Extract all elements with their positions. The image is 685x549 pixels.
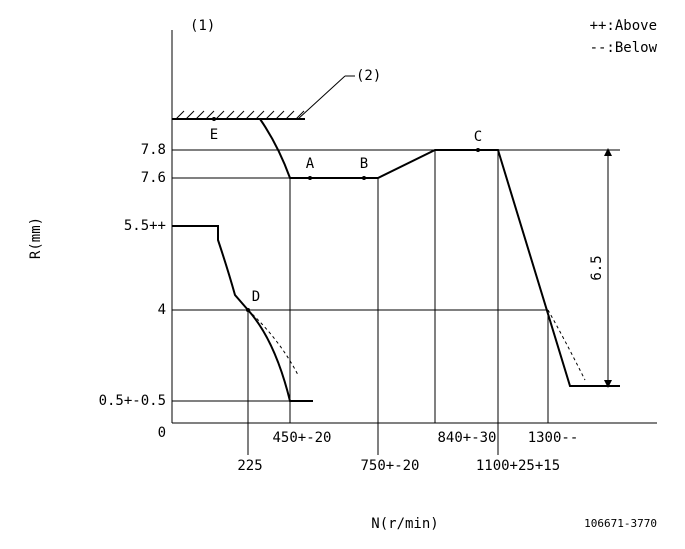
dimension-label: 6.5: [589, 255, 605, 280]
y-label: 5.5++: [124, 218, 166, 234]
x-label: 450+-20: [272, 430, 331, 446]
x-label: 750+-20: [360, 458, 419, 474]
point-label: C: [474, 129, 482, 145]
y-label: 7.8: [141, 142, 166, 158]
x-label: 1100+25+15: [476, 458, 560, 474]
y-label: 4: [158, 302, 166, 318]
y-label: 7.6: [141, 170, 166, 186]
y-axis-title: R(mm): [28, 217, 44, 259]
point-label: D: [252, 289, 260, 305]
point-label: E: [210, 127, 218, 143]
x-label: 840+-30: [437, 430, 496, 446]
x-axis-title: N(r/min): [371, 516, 438, 532]
x-label: 1300--: [528, 430, 579, 446]
point-label: A: [306, 156, 315, 172]
code: 106671-3770: [584, 517, 657, 530]
y-label: 0: [158, 425, 166, 441]
curves: [172, 117, 620, 402]
x-label: 225: [237, 458, 262, 474]
point-label: B: [360, 156, 368, 172]
axes: [171, 30, 657, 455]
legend: --:Below: [590, 40, 658, 56]
stopper: [172, 75, 355, 120]
stopper-label: (2): [356, 68, 381, 84]
ref-label: (1): [190, 18, 215, 34]
legend: ++:Above: [590, 18, 657, 34]
y-label: 0.5+-0.5: [99, 393, 166, 409]
